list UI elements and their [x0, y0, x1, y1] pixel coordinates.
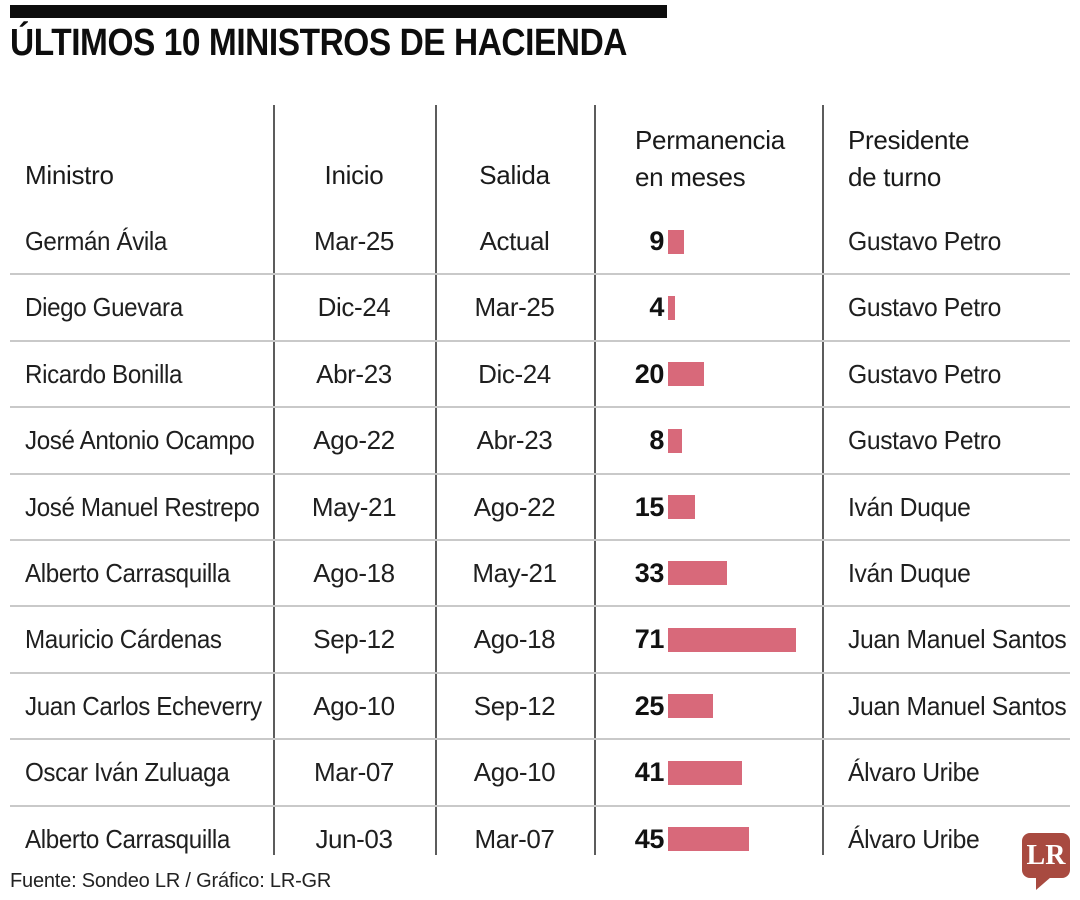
duration-bar: [668, 827, 749, 852]
duration-bar: [668, 495, 695, 520]
start-date: Ago-10: [313, 690, 395, 721]
page-title: ÚLTIMOS 10 MINISTROS DE HACIENDA: [10, 22, 627, 64]
duration-bar: [668, 561, 728, 586]
president-name: Álvaro Uribe: [848, 757, 980, 788]
start-date: Ago-18: [313, 557, 395, 588]
column-header-inicio: Inicio: [324, 160, 384, 190]
president-name: Gustavo Petro: [848, 358, 1001, 389]
column-separator: [435, 105, 437, 855]
months-value: 41: [634, 757, 665, 788]
column-header-ministro: Ministro: [25, 160, 114, 190]
president-name: Iván Duque: [848, 491, 971, 522]
column-separator: [273, 105, 275, 855]
start-date: Ago-22: [313, 425, 395, 456]
column-header-salida: Salida: [479, 160, 550, 190]
column-header-presidente-line1: Presidente: [848, 125, 970, 155]
table-row: José Manuel Restrepo May-21 Ago-22 15 Iv…: [10, 475, 1070, 541]
months-value: 4: [649, 292, 664, 323]
end-date: May-21: [472, 557, 557, 588]
end-date: Actual: [479, 226, 550, 256]
president-name: Juan Manuel Santos: [848, 690, 1067, 721]
duration-bar: [668, 627, 796, 652]
end-date: Mar-07: [474, 823, 555, 854]
months-value: 45: [634, 823, 665, 854]
president-name: Gustavo Petro: [848, 292, 1001, 323]
months-value: 33: [634, 557, 665, 588]
source-credit: Fuente: Sondeo LR / Gráfico: LR-GR: [10, 870, 332, 892]
president-name: Álvaro Uribe: [848, 823, 980, 854]
minister-name: José Antonio Ocampo: [25, 425, 255, 456]
minister-name: Oscar Iván Zuluaga: [25, 757, 230, 788]
duration-bar: [668, 229, 685, 254]
column-header-presidente: Presidente de turno: [848, 122, 970, 196]
months-value: 71: [634, 624, 665, 655]
start-date: Dic-24: [317, 292, 391, 323]
lr-logo-tail: [1036, 877, 1051, 890]
column-header-presidente-line2: de turno: [848, 162, 942, 192]
end-date: Ago-18: [473, 624, 556, 655]
minister-name: Mauricio Cárdenas: [25, 624, 222, 655]
minister-name: Juan Carlos Echeverry: [25, 690, 262, 721]
months-value: 25: [634, 690, 665, 721]
table-row: Alberto Carrasquilla Ago-18 May-21 33 Iv…: [10, 541, 1070, 608]
duration-bar: [668, 428, 683, 453]
ministers-table: Germán Ávila Mar-25 Actual 9 Gustavo Pet…: [10, 209, 1070, 871]
table-row: Juan Carlos Echeverry Ago-10 Sep-12 25 J…: [10, 674, 1070, 741]
start-date: Mar-25: [314, 226, 394, 256]
minister-name: Diego Guevara: [25, 292, 183, 323]
end-date: Mar-25: [474, 292, 555, 323]
column-header-permanencia: Permanencia en meses: [635, 122, 785, 196]
table-row: Diego Guevara Dic-24 Mar-25 4 Gustavo Pe…: [10, 275, 1070, 342]
minister-name: Alberto Carrasquilla: [25, 823, 230, 854]
title-rule: [10, 5, 667, 18]
duration-bar: [668, 694, 713, 719]
end-date: Ago-22: [473, 491, 556, 522]
table-row: Mauricio Cárdenas Sep-12 Ago-18 71 Juan …: [10, 607, 1070, 674]
end-date: Sep-12: [473, 690, 556, 721]
lr-logo-text: LR: [1026, 839, 1066, 871]
start-date: Abr-23: [316, 358, 392, 389]
start-date: May-21: [311, 491, 397, 522]
start-date: Sep-12: [313, 624, 395, 655]
minister-name: Germán Ávila: [25, 226, 168, 256]
president-name: Iván Duque: [848, 557, 971, 588]
table-row: Alberto Carrasquilla Jun-03 Mar-07 45 Ál…: [10, 807, 1070, 871]
minister-name: Alberto Carrasquilla: [25, 557, 230, 588]
end-date: Abr-23: [476, 425, 553, 456]
end-date: Ago-10: [473, 757, 556, 788]
column-separator: [594, 105, 596, 855]
duration-bar: [668, 362, 704, 387]
duration-bar: [668, 760, 742, 785]
duration-bar: [668, 295, 676, 320]
months-value: 8: [649, 425, 664, 456]
president-name: Gustavo Petro: [848, 226, 1001, 256]
months-value: 20: [634, 358, 665, 389]
president-name: Juan Manuel Santos: [848, 624, 1067, 655]
end-date: Dic-24: [478, 358, 551, 389]
start-date: Jun-03: [315, 823, 393, 854]
minister-name: Ricardo Bonilla: [25, 358, 183, 389]
table-row: Oscar Iván Zuluaga Mar-07 Ago-10 41 Álva…: [10, 740, 1070, 807]
column-separator: [822, 105, 824, 855]
start-date: Mar-07: [314, 757, 394, 788]
months-value: 15: [634, 491, 665, 522]
table-row: Germán Ávila Mar-25 Actual 9 Gustavo Pet…: [10, 209, 1070, 276]
column-header-permanencia-line2: en meses: [635, 162, 746, 192]
minister-name: José Manuel Restrepo: [25, 491, 260, 522]
months-value: 9: [649, 226, 664, 256]
table-row: José Antonio Ocampo Ago-22 Abr-23 8 Gust…: [10, 408, 1070, 475]
column-header-permanencia-line1: Permanencia: [635, 125, 785, 155]
table-row: Ricardo Bonilla Abr-23 Dic-24 20 Gustavo…: [10, 342, 1070, 409]
lr-logo: LR: [1022, 833, 1070, 890]
president-name: Gustavo Petro: [848, 425, 1001, 456]
